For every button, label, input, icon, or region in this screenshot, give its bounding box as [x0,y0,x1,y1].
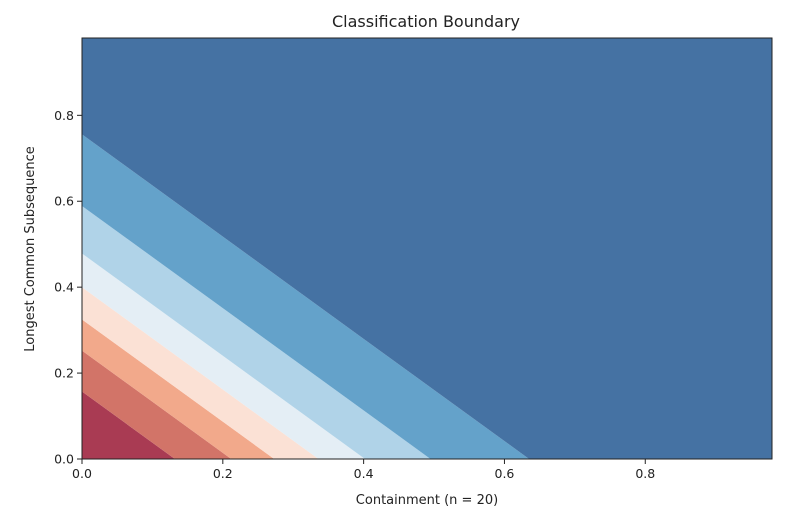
chart-title: Classification Boundary [332,12,520,31]
plot-frame [81,37,773,460]
x-tick-label: 0.0 [72,466,92,481]
x-axis: 0.0 0.2 0.4 0.6 0.8 [72,459,655,481]
y-tick-label: 0.0 [54,452,74,467]
y-tick-label: 0.8 [54,108,74,123]
x-tick-label: 0.4 [354,466,374,481]
plot-area [82,38,772,459]
y-axis: 0.0 0.2 0.4 0.6 0.8 [54,108,82,467]
y-tick-label: 0.2 [54,366,74,381]
y-tick-label: 0.6 [54,194,74,209]
y-tick-label: 0.4 [54,280,74,295]
x-tick-label: 0.6 [495,466,515,481]
x-tick-label: 0.8 [635,466,655,481]
contour-band-8 [82,38,772,459]
x-tick-label: 0.2 [213,466,233,481]
x-axis-label: Containment (n = 20) [356,493,498,508]
y-axis-label: Longest Common Subsequence [23,146,38,352]
